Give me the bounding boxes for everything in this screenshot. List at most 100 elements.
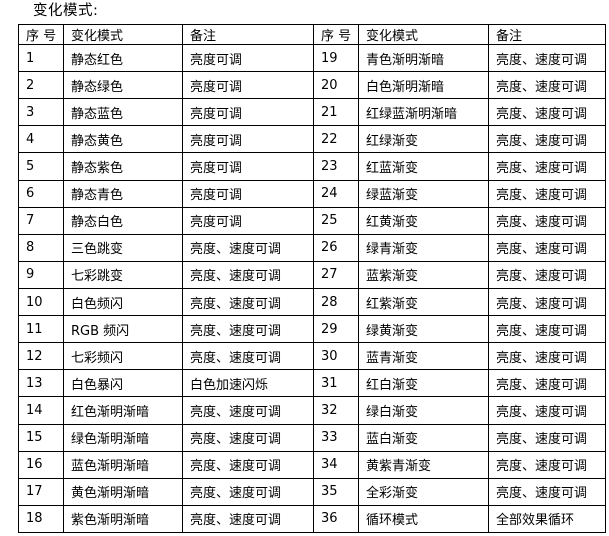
header-cell-index-left: 序 号: [18, 24, 64, 45]
table-cell: 19: [313, 43, 359, 73]
table-cell: 黄色渐明渐暗: [63, 477, 183, 506]
table-cell: 35: [313, 477, 359, 506]
table-cell: 全彩渐变: [358, 477, 489, 506]
table-cell: 17: [18, 477, 64, 506]
table-row: 2 静态绿色 亮度可调 20 白色渐明渐暗 亮度、速度可调: [18, 71, 606, 100]
table-cell: 2: [18, 71, 64, 100]
table-cell: 亮度、速度可调: [488, 315, 606, 344]
table-cell: 亮度、速度可调: [182, 396, 314, 425]
table-row: 16 蓝色渐明渐暗 亮度、速度可调 34 黄紫青渐变 亮度、速度可调: [18, 450, 606, 479]
table-body: 1 静态红色 亮度可调 19 青色渐明渐暗 亮度、速度可调 2 静态绿色 亮度可调 20 白色渐明渐…: [18, 43, 606, 534]
table-cell: 14: [18, 396, 64, 425]
table-cell: 21: [313, 98, 359, 127]
table-cell: 绿蓝渐变: [358, 179, 489, 208]
table-cell: 白色加速闪烁: [182, 369, 314, 398]
table-cell: 亮度、速度可调: [488, 125, 606, 154]
table-cell: 亮度、速度可调: [488, 233, 606, 262]
table-cell: 16: [18, 450, 64, 479]
table-cell: 亮度、速度可调: [488, 423, 606, 452]
page-title: 变化模式:: [33, 3, 99, 19]
table-cell: 蓝紫渐变: [358, 260, 489, 289]
table-cell: 1: [18, 43, 64, 73]
table-row: 12 七彩频闪 亮度、速度可调 30 蓝青渐变 亮度、速度可调: [18, 342, 606, 371]
table-cell: 亮度可调: [182, 152, 314, 181]
table-cell: 亮度、速度可调: [488, 98, 606, 127]
table-cell: 28: [313, 287, 359, 317]
header-cell-index-right: 序 号: [313, 24, 359, 45]
table-cell: 27: [313, 260, 359, 289]
table-cell: 亮度、速度可调: [182, 450, 314, 479]
table-cell: 31: [313, 369, 359, 398]
table-cell: 22: [313, 125, 359, 154]
table-cell: 亮度、速度可调: [182, 260, 314, 289]
table-cell: 三色跳变: [63, 233, 183, 262]
table-cell: 红蓝渐变: [358, 152, 489, 181]
table-cell: 亮度可调: [182, 179, 314, 208]
table-cell: 亮度、速度可调: [182, 423, 314, 452]
table-cell: 七彩频闪: [63, 342, 183, 371]
table-cell: 紫色渐明渐暗: [63, 504, 183, 534]
table-cell: 黄紫青渐变: [358, 450, 489, 479]
table-cell: 3: [18, 98, 64, 127]
table-cell: 静态黄色: [63, 125, 183, 154]
table-cell: 20: [313, 71, 359, 100]
table-cell: 亮度、速度可调: [488, 477, 606, 506]
table-cell: 红绿渐变: [358, 125, 489, 154]
table-cell: 红紫渐变: [358, 287, 489, 317]
table-row: 15 绿色渐明渐暗 亮度、速度可调 33 蓝白渐变 亮度、速度可调: [18, 423, 606, 452]
table-cell: 亮度可调: [182, 98, 314, 127]
header-cell-mode-left: 变化模式: [63, 24, 183, 45]
table-cell: 白色渐明渐暗: [358, 71, 489, 100]
table-cell: 红色渐明渐暗: [63, 396, 183, 425]
table-cell: 亮度、速度可调: [182, 233, 314, 262]
table-cell: 绿色渐明渐暗: [63, 423, 183, 452]
table-row: 13 白色暴闪 白色加速闪烁 31 红白渐变 亮度、速度可调: [18, 369, 606, 398]
table-row: 6 静态青色 亮度可调 24 绿蓝渐变 亮度、速度可调: [18, 179, 606, 208]
table-row: 4 静态黄色 亮度可调 22 红绿渐变 亮度、速度可调: [18, 125, 606, 154]
table-cell: 亮度、速度可调: [182, 477, 314, 506]
table-cell: 白色暴闪: [63, 369, 183, 398]
table-cell: 30: [313, 342, 359, 371]
table-row: 8 三色跳变 亮度、速度可调 26 绿青渐变 亮度、速度可调: [18, 233, 606, 262]
table-cell: 红绿蓝渐明渐暗: [358, 98, 489, 127]
table-cell: 亮度、速度可调: [488, 152, 606, 181]
header-cell-note-right: 备注: [488, 24, 606, 45]
table-cell: 12: [18, 342, 64, 371]
table-cell: 亮度、速度可调: [488, 206, 606, 235]
table-cell: 亮度、速度可调: [488, 179, 606, 208]
table-cell: 蓝青渐变: [358, 342, 489, 371]
table-cell: 8: [18, 233, 64, 262]
table-cell: 亮度、速度可调: [488, 287, 606, 317]
table-cell: 白色频闪: [63, 287, 183, 317]
table-row: 17 黄色渐明渐暗 亮度、速度可调 35 全彩渐变 亮度、速度可调: [18, 477, 606, 506]
table-cell: 蓝白渐变: [358, 423, 489, 452]
table-cell: 24: [313, 179, 359, 208]
table-cell: 亮度可调: [182, 206, 314, 235]
table-cell: 18: [18, 504, 64, 534]
table-cell: 静态青色: [63, 179, 183, 208]
table-cell: 静态绿色: [63, 71, 183, 100]
table-cell: RGB 频闪: [63, 315, 183, 344]
table-cell: 亮度可调: [182, 125, 314, 154]
table-cell: 6: [18, 179, 64, 208]
table-cell: 亮度、速度可调: [488, 260, 606, 289]
table-cell: 亮度可调: [182, 71, 314, 100]
table-cell: 11: [18, 315, 64, 344]
table-cell: 23: [313, 152, 359, 181]
table-cell: 33: [313, 423, 359, 452]
table-cell: 蓝色渐明渐暗: [63, 450, 183, 479]
table-cell: 亮度、速度可调: [488, 43, 606, 73]
table-cell: 七彩跳变: [63, 260, 183, 289]
table-cell: 静态蓝色: [63, 98, 183, 127]
table-row: 10 白色频闪 亮度、速度可调 28 红紫渐变 亮度、速度可调: [18, 287, 606, 317]
table-cell: 红黄渐变: [358, 206, 489, 235]
table-cell: 绿青渐变: [358, 233, 489, 262]
table-cell: 5: [18, 152, 64, 181]
table-cell: 26: [313, 233, 359, 262]
table-cell: 亮度、速度可调: [182, 287, 314, 317]
table-cell: 13: [18, 369, 64, 398]
table-cell: 亮度、速度可调: [488, 369, 606, 398]
table-row: 18 紫色渐明渐暗 亮度、速度可调 36 循环模式 全部效果循环: [18, 504, 606, 534]
table-cell: 29: [313, 315, 359, 344]
